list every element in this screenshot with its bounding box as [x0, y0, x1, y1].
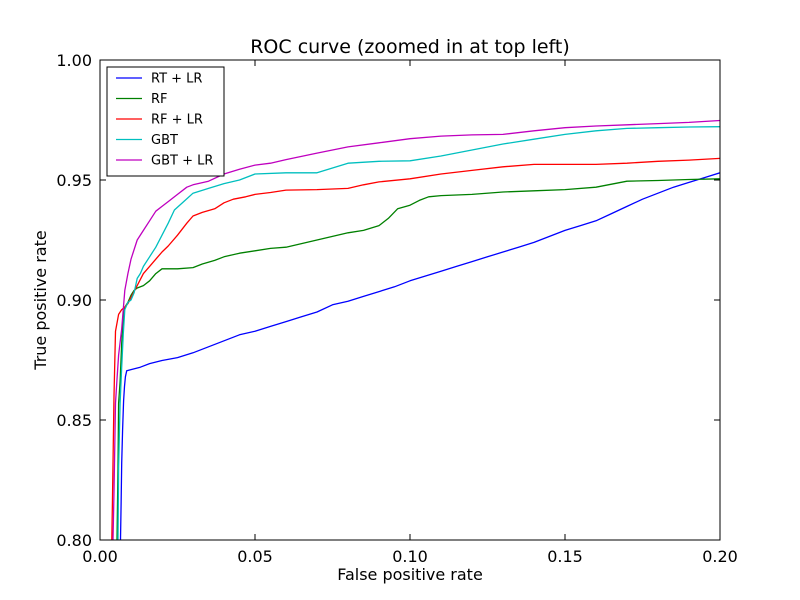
legend-label: GBT + LR: [151, 154, 213, 169]
series-line-3: [117, 126, 720, 540]
x-axis-label: False positive rate: [337, 565, 483, 584]
chart-title: ROC curve (zoomed in at top left): [250, 36, 570, 58]
series-line-0: [119, 172, 720, 540]
axis-ticks: 0.00 0.05 0.10 0.15 0.20 0.80 0.85 0.90 0.95 1.00: [56, 51, 737, 566]
x-tick-label: 0.20: [702, 547, 738, 566]
x-tick-label: 0.10: [392, 547, 428, 566]
series-line-4: [112, 119, 720, 540]
legend-label: GBT: [151, 133, 178, 148]
legend-box: [106, 66, 225, 177]
series-lines: [111, 119, 720, 540]
y-tick-label: 0.90: [56, 291, 92, 310]
x-tick-label: 0.00: [82, 547, 118, 566]
x-tick-label: 0.15: [547, 547, 583, 566]
series-line-1: [116, 178, 720, 540]
x-tick-label: 0.05: [237, 547, 273, 566]
legend-label: RT + LR: [151, 72, 202, 87]
y-tick-label: 0.85: [56, 411, 92, 430]
legend-label: RF: [151, 92, 168, 107]
y-tick-label: 0.95: [56, 171, 92, 190]
y-tick-label: 1.00: [56, 51, 92, 70]
legend-label: RF + LR: [151, 113, 203, 128]
legend: RT + LR RF RF + LR GBT GBT + LR: [106, 66, 225, 177]
y-axis-label: True positive rate: [31, 230, 50, 370]
y-tick-label: 0.80: [56, 531, 92, 550]
